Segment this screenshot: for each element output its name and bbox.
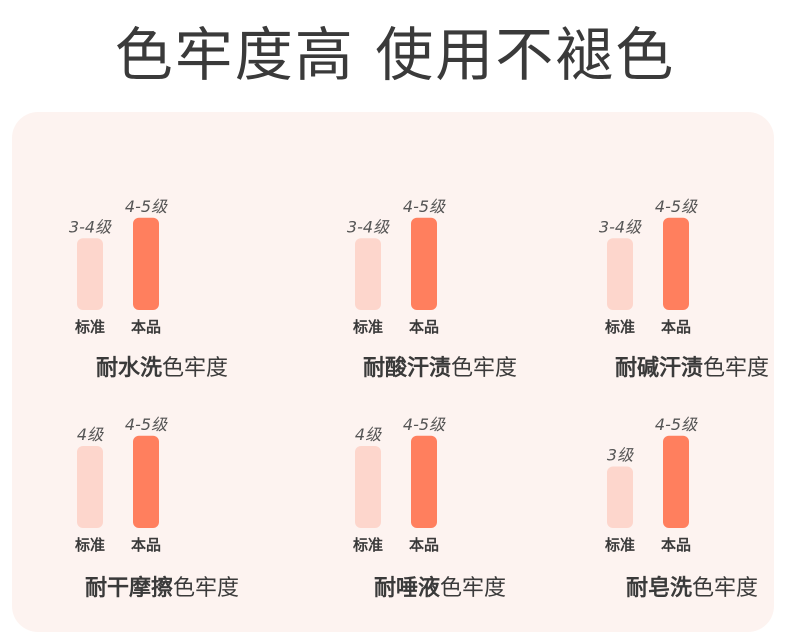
bar-standard (355, 446, 381, 528)
caption-light: 色牢度 (451, 356, 518, 381)
charts-panel: 3-4级 标准 4-5级 本品 耐水洗色牢度 3-4级 标准 4-5级 本品 耐酸汗渍色牢度… (12, 112, 774, 632)
page-title: 色牢度高 使用不褪色 (114, 21, 676, 89)
chart-saliva: 4级标准 4-5级本品 耐唾液色牢度 (340, 410, 540, 630)
caption-light: 色牢度 (440, 576, 507, 601)
chart-alkali-sweat: 3-4级标准 4-5级本品 耐碱汗渍色牢度 (592, 192, 790, 412)
bar-category-label: 本品 (409, 536, 439, 554)
bar-category-label: 本品 (661, 318, 691, 336)
chart-dry-rub: 4级标准 4-5级本品 耐干摩擦色牢度 (62, 410, 262, 630)
bar-data-label: 3-4级 (347, 217, 390, 236)
caption-strong: 耐酸汗渍 (362, 356, 451, 381)
chart-acid-sweat: 3-4级标准 4-5级本品 耐酸汗渍色牢度 (340, 192, 540, 412)
bar-data-label: 4级 (355, 425, 382, 444)
bar-category-label: 标准 (604, 536, 635, 554)
caption-strong: 耐干摩擦 (84, 576, 173, 601)
caption-light: 色牢度 (173, 576, 240, 601)
caption-strong: 耐水洗 (95, 356, 162, 381)
bar-product (411, 217, 437, 310)
bar-product (133, 435, 159, 528)
bar-category-label: 本品 (409, 318, 439, 336)
bar-category-label: 标准 (604, 318, 635, 336)
bar-standard (607, 238, 633, 310)
bar-standard (77, 238, 103, 310)
caption-light: 色牢度 (703, 356, 770, 381)
caption-strong: 耐碱汗渍 (614, 356, 703, 381)
caption-light: 色牢度 (692, 576, 759, 601)
caption-light: 色牢度 (162, 356, 229, 381)
bar-data-label: 3级 (607, 446, 634, 465)
bar-standard (77, 446, 103, 528)
bar-category-label: 标准 (74, 536, 105, 554)
bar-category-label: 本品 (661, 536, 691, 554)
bar-standard (355, 238, 381, 310)
bar-product (663, 217, 689, 310)
chart-caption: 耐碱汗渍色牢度 (532, 350, 790, 382)
bar-category-label: 标准 (352, 536, 383, 554)
chart-caption: 耐干摩擦色牢度 (2, 570, 322, 602)
caption-strong: 耐皂洗 (625, 576, 692, 601)
chart-caption: 耐唾液色牢度 (280, 570, 600, 602)
bar-standard (607, 466, 633, 528)
bar-category-label: 本品 (131, 536, 161, 554)
bar-category-label: 标准 (352, 318, 383, 336)
bar-category-label: 本品 (131, 318, 161, 336)
bar-data-label: 4级 (77, 425, 104, 444)
bar-data-label: 4-5级 (125, 415, 168, 434)
bar-product (133, 217, 159, 310)
bar-data-label: 4-5级 (125, 197, 168, 216)
bar-product (411, 435, 437, 528)
caption-strong: 耐唾液 (373, 576, 440, 601)
bar-category-label: 标准 (74, 318, 105, 336)
chart-caption: 耐酸汗渍色牢度 (280, 350, 600, 382)
chart-caption: 耐皂洗色牢度 (532, 570, 790, 602)
bar-data-label: 3-4级 (69, 217, 112, 236)
chart-caption: 耐水洗色牢度 (2, 350, 322, 382)
chart-water-wash: 3-4级标准 4-5级本品 耐水洗色牢度 (62, 192, 262, 412)
bar-data-label: 4-5级 (655, 197, 698, 216)
bar-data-label: 4-5级 (655, 415, 698, 434)
chart-soap-wash: 3级标准 4-5级本品 耐皂洗色牢度 (592, 410, 790, 630)
bar-product (663, 435, 689, 528)
bar-data-label: 3-4级 (599, 217, 642, 236)
bar-data-label: 4-5级 (403, 197, 446, 216)
bar-data-label: 4-5级 (403, 415, 446, 434)
